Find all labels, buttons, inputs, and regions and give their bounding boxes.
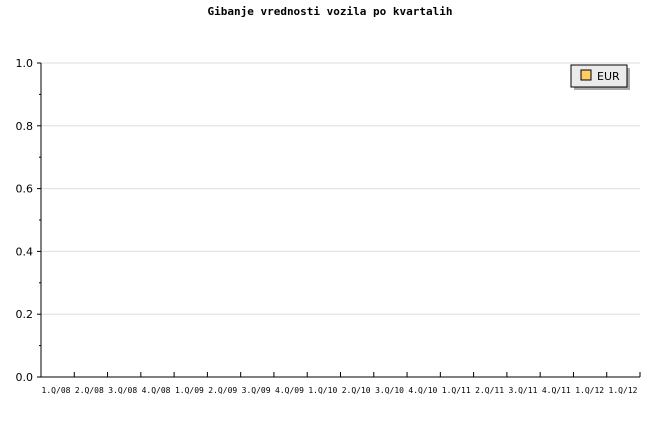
y-tick-label: 0.0 — [16, 371, 34, 384]
x-tick-label: 3.Q/09 — [242, 386, 271, 395]
x-tick-label: 1.Q/08 — [42, 386, 71, 395]
x-tick-label: 1.Q/12 — [609, 386, 638, 395]
x-tick-label: 3.Q/10 — [375, 386, 404, 395]
x-tick-label: 1.Q/11 — [442, 386, 471, 395]
y-tick-label: 0.8 — [16, 120, 34, 133]
x-tick-label: 1.Q/09 — [175, 386, 204, 395]
y-tick-label: 0.6 — [16, 183, 34, 196]
y-tick-label: 0.4 — [16, 245, 34, 258]
x-tick-label: 2.Q/11 — [475, 386, 504, 395]
x-tick-label: 4.Q/08 — [142, 386, 171, 395]
x-tick-label: 1.Q/10 — [308, 386, 337, 395]
y-tick-label: 1.0 — [16, 57, 34, 70]
x-tick-label: 3.Q/08 — [108, 386, 137, 395]
legend: EUR — [570, 64, 630, 90]
x-tick-label: 2.Q/09 — [208, 386, 237, 395]
y-tick-label: 0.2 — [16, 308, 34, 321]
x-tick-label: 4.Q/09 — [275, 386, 304, 395]
x-tick-label: 4.Q/11 — [542, 386, 571, 395]
chart-title: Gibanje vrednosti vozila po kvartalih — [207, 5, 452, 18]
legend-swatch — [580, 69, 592, 81]
x-tick-label: 4.Q/10 — [408, 386, 437, 395]
x-tick-label: 1.Q/12 — [575, 386, 604, 395]
x-tick-label: 2.Q/10 — [342, 386, 371, 395]
legend-label: EUR — [597, 70, 620, 83]
x-tick-label: 3.Q/11 — [508, 386, 537, 395]
x-tick-label: 2.Q/08 — [75, 386, 104, 395]
